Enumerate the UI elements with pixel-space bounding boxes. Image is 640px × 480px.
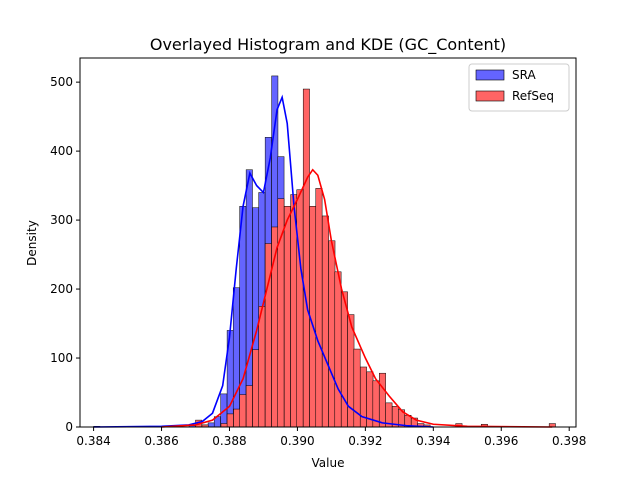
refseq-bar-12 xyxy=(283,206,291,428)
refseq-bar-8 xyxy=(258,306,266,428)
refseq-bar-5 xyxy=(239,394,247,428)
x-axis-ticks: 0.384 0.386 0.388 0.390 0.392 0.394 0.396 0.398 xyxy=(76,427,586,448)
refseq-bar-18 xyxy=(321,215,329,428)
refseq-bar-3 xyxy=(226,413,234,428)
legend: SRA RefSeq xyxy=(468,63,570,112)
refseq-bar-19 xyxy=(328,240,336,428)
refseq-bar-14 xyxy=(296,189,304,428)
y-tick-label: 200 xyxy=(50,282,73,296)
refseq-bar-17 xyxy=(315,188,323,428)
refseq-bar-4 xyxy=(233,408,241,428)
y-tick-label: 500 xyxy=(50,75,73,89)
y-tick-label: 0 xyxy=(65,420,73,434)
sra-bar-10 xyxy=(239,206,247,428)
x-tick-label: 0.396 xyxy=(484,434,518,448)
refseq-kde-line xyxy=(161,168,553,428)
y-tick-label: 400 xyxy=(50,144,73,158)
refseq-bar-2 xyxy=(220,423,228,428)
plot-frame xyxy=(79,57,577,428)
refseq-bar-15 xyxy=(302,88,310,428)
sra-bar-9 xyxy=(232,287,240,428)
legend-swatch-refseq xyxy=(475,90,505,102)
legend-label-sra: SRA xyxy=(512,68,536,82)
x-tick-label: 0.398 xyxy=(552,434,586,448)
x-tick-label: 0.384 xyxy=(76,434,110,448)
y-axis-label: Density xyxy=(25,220,39,266)
chart-title: Overlayed Histogram and KDE (GC_Content) xyxy=(150,35,506,55)
refseq-bar-20 xyxy=(334,271,342,428)
legend-swatch-sra xyxy=(475,69,505,81)
refseq-bar-7 xyxy=(252,349,260,428)
sra-kde-line xyxy=(93,94,434,428)
x-tick-label: 0.392 xyxy=(348,434,382,448)
x-tick-label: 0.388 xyxy=(212,434,246,448)
x-tick-label: 0.390 xyxy=(280,434,314,448)
x-axis-label: Value xyxy=(312,456,345,470)
refseq-bar-21 xyxy=(341,291,348,428)
refseq-bar-6 xyxy=(245,385,253,428)
legend-label-refseq: RefSeq xyxy=(512,89,554,103)
x-tick-label: 0.394 xyxy=(416,434,450,448)
sra-bar-5 xyxy=(207,422,215,428)
y-tick-label: 100 xyxy=(50,351,73,365)
x-tick-label: 0.386 xyxy=(144,434,178,448)
y-axis-ticks: 0 100 200 300 400 500 xyxy=(50,75,80,434)
y-tick-label: 300 xyxy=(50,213,73,227)
refseq-bar-27 xyxy=(379,372,386,428)
